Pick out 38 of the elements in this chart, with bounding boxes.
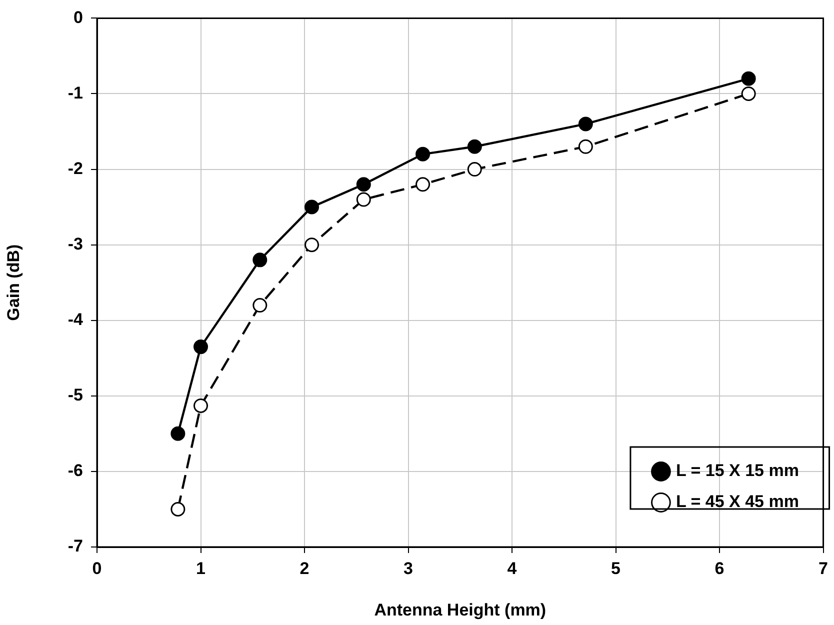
x-tick-label: 2 [300, 558, 310, 578]
y-tick-label: -5 [68, 386, 83, 405]
legend-label: L = 45 X 45 mm [676, 492, 799, 512]
point [741, 86, 756, 101]
point [416, 177, 430, 192]
x-tick-label: 0 [92, 558, 102, 578]
y-tick-label: 0 [74, 8, 83, 27]
y-tick-label: -2 [68, 158, 83, 178]
point [304, 238, 320, 252]
y-tick-label: -4 [68, 310, 84, 330]
x-tick-label: 5 [611, 558, 620, 578]
point [304, 200, 320, 214]
point [741, 71, 756, 86]
legend-label: L = 15 X 15 mm [676, 461, 799, 480]
y-tick-label: -7 [68, 536, 83, 556]
x-tick-label: 1 [196, 558, 206, 578]
x-tick-label: 6 [714, 558, 724, 578]
point [252, 298, 268, 313]
x-tick-label: 3 [404, 558, 413, 578]
x-tick-label: 7 [818, 558, 828, 578]
y-axis-title: Gain (dB) [4, 244, 23, 321]
point [194, 398, 208, 413]
point [170, 502, 186, 516]
point [252, 252, 268, 268]
y-tick-label: -1 [68, 83, 83, 102]
point [170, 426, 186, 441]
y-tick-label: -6 [68, 461, 83, 480]
point [194, 340, 208, 354]
y-tick-label: -3 [68, 234, 83, 254]
x-tick-label: 4 [507, 558, 518, 578]
x-axis-title: Antenna Height (mm) [374, 600, 546, 620]
point [467, 162, 482, 177]
point [467, 139, 482, 154]
point [416, 146, 430, 162]
point [578, 139, 593, 154]
point [578, 116, 593, 132]
point [356, 177, 371, 192]
point [356, 192, 371, 207]
